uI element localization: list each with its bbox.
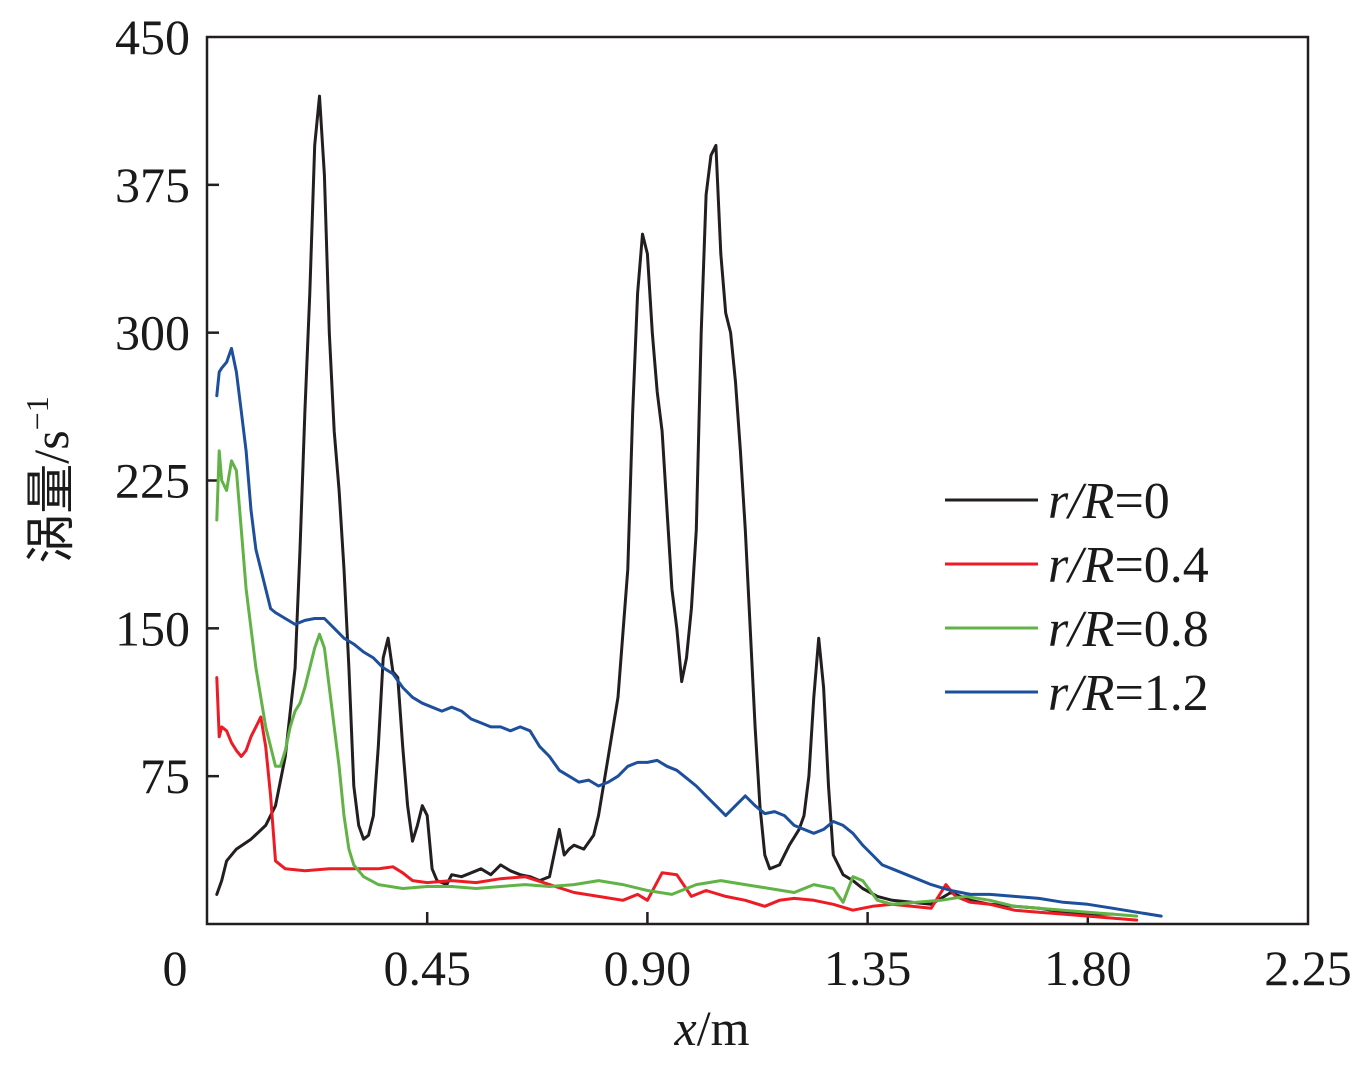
y-tick-labels: 75 150 225 300 375 450 xyxy=(115,9,190,804)
ticks xyxy=(207,183,1090,924)
plot-frame xyxy=(205,35,1310,926)
x-tick-label: 2.25 xyxy=(1264,940,1352,996)
legend-label-1: r/R=0.4 xyxy=(1048,537,1209,594)
x-axis-title: x/m xyxy=(674,1000,750,1056)
y-axis-title-exp: −1 xyxy=(19,396,55,430)
x-tick-label: 1.35 xyxy=(824,940,912,996)
x-tick-labels: 0 0.45 0.90 1.35 1.80 2.25 xyxy=(163,940,1352,996)
y-tick-label: 375 xyxy=(115,157,190,213)
y-tick-label: 75 xyxy=(140,748,190,804)
series-line-2 xyxy=(215,449,1139,918)
y-tick-label: 225 xyxy=(115,453,190,509)
series-line-0 xyxy=(215,94,1114,916)
legend-label-0: r/R=0 xyxy=(1048,473,1170,530)
y-tick-label: 150 xyxy=(115,600,190,656)
legend-label-2: r/R=0.8 xyxy=(1048,601,1209,658)
y-tick-label: 300 xyxy=(115,305,190,361)
legend: r/R=0 r/R=0.4 r/R=0.8 r/R=1.2 xyxy=(945,473,1209,722)
series-line-3 xyxy=(215,346,1163,918)
y-tick-label: 450 xyxy=(115,9,190,65)
svg-text:涡量/s−1: 涡量/s−1 xyxy=(19,396,79,563)
x-tick-label: 1.80 xyxy=(1044,940,1132,996)
legend-label-3: r/R=1.2 xyxy=(1048,665,1209,722)
x-tick-label: 0.90 xyxy=(604,940,692,996)
x-tick-label: 0.45 xyxy=(383,940,471,996)
y-axis-title: 涡量/s−1 xyxy=(19,396,79,563)
x-tick-label: 0 xyxy=(163,940,188,996)
y-axis-title-unit: /s xyxy=(23,430,79,463)
series-lines xyxy=(215,94,1163,922)
y-axis-title-main: 涡量 xyxy=(23,464,79,564)
